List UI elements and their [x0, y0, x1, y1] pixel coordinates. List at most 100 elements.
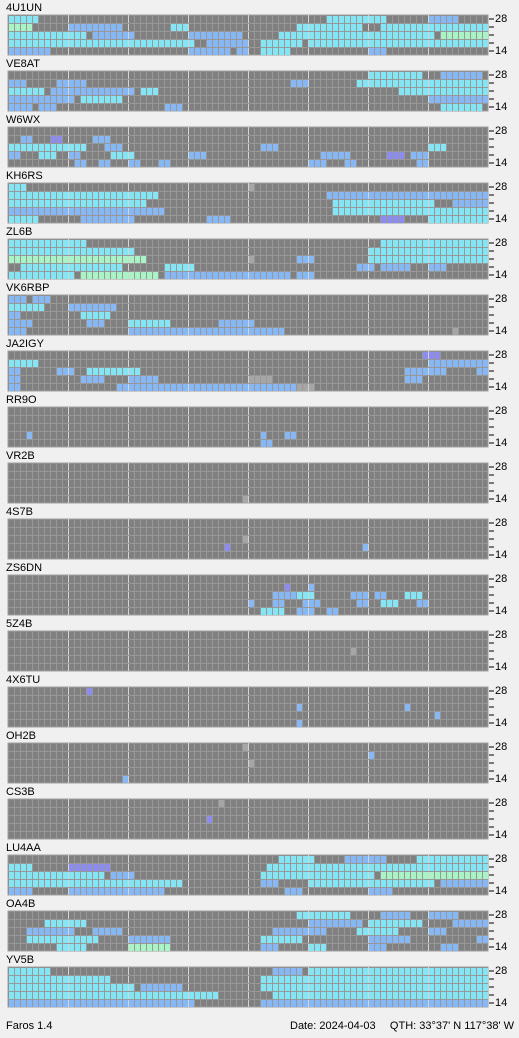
signal-cell [75, 80, 80, 87]
signal-cell [339, 208, 344, 215]
station-name: YV5B [6, 954, 34, 966]
signal-cell [441, 864, 446, 871]
signal-cell [471, 920, 476, 927]
signal-cell [303, 384, 308, 391]
signal-cell [441, 360, 446, 367]
signal-cell [453, 856, 458, 863]
signal-cell [387, 72, 392, 79]
signal-cell [93, 96, 98, 103]
signal-cell [111, 992, 116, 999]
band-label: 28 [495, 853, 507, 865]
signal-cell [429, 240, 434, 247]
signal-cell [9, 976, 14, 983]
signal-cell [27, 992, 32, 999]
signal-cell [429, 24, 434, 31]
signal-cell [123, 272, 128, 279]
signal-cell [57, 192, 62, 199]
signal-cell [375, 208, 380, 215]
signal-cell [57, 80, 62, 87]
signal-cell [333, 192, 338, 199]
signal-cell [51, 40, 56, 47]
signal-cell [273, 984, 278, 991]
signal-cell [87, 864, 92, 871]
signal-cell [15, 104, 20, 111]
signal-cell [129, 376, 134, 383]
signal-cell [381, 920, 386, 927]
signal-cell [81, 872, 86, 879]
signal-cell [69, 192, 74, 199]
signal-cell [315, 920, 320, 927]
signal-cell [159, 944, 164, 951]
signal-cell [417, 864, 422, 871]
signal-cell [33, 48, 38, 55]
signal-cell [51, 272, 56, 279]
signal-cell [483, 96, 488, 103]
signal-cell [9, 24, 14, 31]
signal-cell [471, 880, 476, 887]
signal-cell [135, 328, 140, 335]
signal-cell [63, 192, 68, 199]
signal-cell [63, 992, 68, 999]
signal-cell [333, 200, 338, 207]
signal-cell [369, 992, 374, 999]
signal-cell [39, 208, 44, 215]
signal-cell [57, 208, 62, 215]
signal-cell [375, 192, 380, 199]
signal-cell [363, 592, 368, 599]
signal-cell [153, 376, 158, 383]
signal-cell [465, 88, 470, 95]
signal-cell [261, 272, 266, 279]
signal-cell [105, 1000, 110, 1007]
signal-cell [399, 920, 404, 927]
signal-cell [87, 304, 92, 311]
signal-cell [279, 608, 284, 615]
signal-cell [69, 88, 74, 95]
signal-cell [471, 968, 476, 975]
signal-cell [333, 912, 338, 919]
signal-cell [315, 600, 320, 607]
signal-cell [471, 216, 476, 223]
signal-cell [441, 104, 446, 111]
signal-cell [39, 992, 44, 999]
signal-cell [351, 16, 356, 23]
signal-cell [405, 256, 410, 263]
signal-cell [141, 880, 146, 887]
signal-cell [45, 200, 50, 207]
signal-cell [33, 296, 38, 303]
signal-cell [147, 936, 152, 943]
signal-cell [207, 32, 212, 39]
signal-cell [477, 88, 482, 95]
signal-cell [69, 872, 74, 879]
signal-cell [441, 880, 446, 887]
signal-cell [387, 936, 392, 943]
signal-cell [435, 88, 440, 95]
signal-cell [285, 872, 290, 879]
signal-cell [315, 864, 320, 871]
signal-cell [357, 992, 362, 999]
signal-cell [141, 192, 146, 199]
signal-cell [261, 880, 266, 887]
signal-cell [123, 248, 128, 255]
signal-cell [471, 872, 476, 879]
signal-cell [159, 888, 164, 895]
signal-cell [387, 216, 392, 223]
signal-cell [39, 40, 44, 47]
signal-cell [201, 328, 206, 335]
signal-cell [285, 32, 290, 39]
signal-cell [459, 40, 464, 47]
signal-cell [27, 984, 32, 991]
signal-cell [333, 608, 338, 615]
signal-cell [99, 88, 104, 95]
signal-cell [441, 984, 446, 991]
signal-cell [303, 32, 308, 39]
signal-cell [417, 240, 422, 247]
signal-cell [27, 16, 32, 23]
signal-cell [9, 208, 14, 215]
signal-cell [153, 1000, 158, 1007]
signal-cell [429, 352, 434, 359]
signal-cell [147, 192, 152, 199]
signal-cell [45, 144, 50, 151]
signal-cell [315, 944, 320, 951]
signal-cell [45, 152, 50, 159]
signal-cell [45, 920, 50, 927]
